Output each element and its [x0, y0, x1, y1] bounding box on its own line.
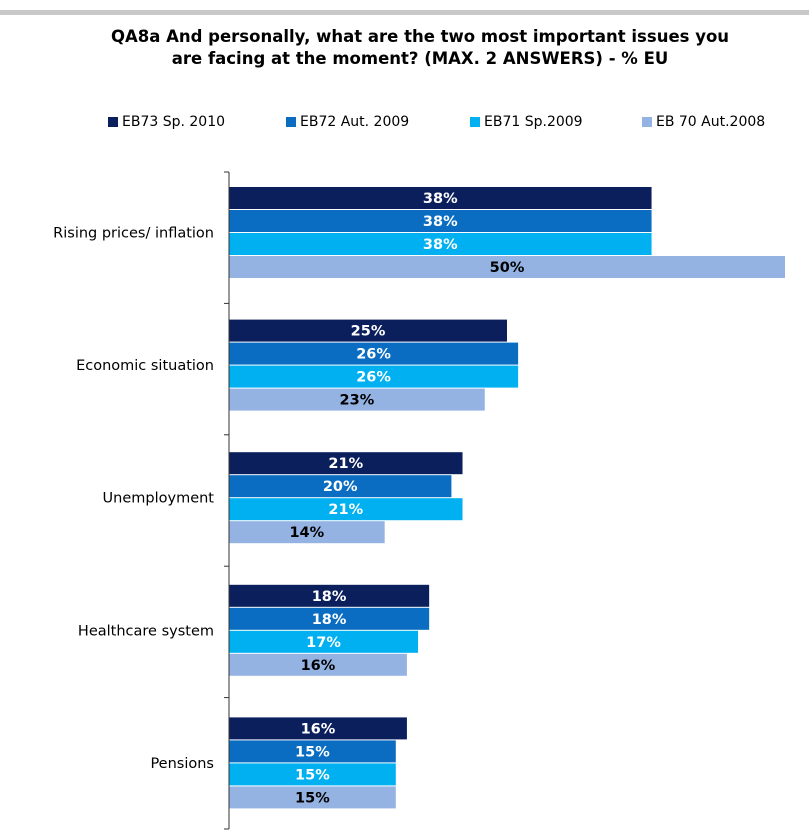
bar — [229, 521, 385, 544]
chart-legend: EB73 Sp. 2010 EB72 Aut. 2009 EB71 Sp.2009 E… — [0, 114, 809, 134]
bar — [229, 319, 507, 342]
bar — [229, 342, 519, 365]
bar-value-label: 38% — [423, 214, 458, 230]
bar — [229, 452, 463, 475]
legend-label: EB72 Aut. 2009 — [300, 114, 410, 130]
bar — [229, 210, 652, 232]
bar-value-label: 16% — [301, 721, 336, 737]
category-label: Rising prices/ inflation — [53, 226, 214, 242]
legend-item: EB72 Aut. 2009 — [286, 114, 409, 130]
legend-label: EB71 Sp.2009 — [484, 114, 583, 130]
bar-value-label: 15% — [295, 767, 330, 783]
bar — [229, 653, 407, 676]
bar-value-label: 20% — [323, 479, 358, 495]
bar-value-label: 17% — [306, 635, 341, 651]
bar — [229, 498, 463, 521]
bar-value-label: 38% — [423, 237, 458, 253]
bar-value-label: 26% — [356, 347, 391, 363]
bar — [229, 630, 419, 653]
category-label: Unemployment — [103, 491, 215, 507]
bar — [229, 607, 430, 630]
bar-value-label: 18% — [312, 612, 347, 628]
category-label: Economic situation — [76, 358, 214, 374]
legend-swatch — [108, 117, 118, 127]
bar — [229, 388, 485, 411]
bar-value-label: 25% — [351, 324, 386, 340]
bar — [229, 365, 519, 388]
chart-title-line-2: are facing at the moment? (MAX. 2 ANSWER… — [171, 49, 669, 68]
bar — [229, 717, 407, 740]
bar — [229, 256, 785, 278]
chart-title-line-1: QA8a And personally, what are the two mo… — [110, 27, 730, 46]
bar — [229, 740, 396, 763]
category-label: Pensions — [150, 756, 214, 772]
bar — [229, 187, 652, 209]
bar — [229, 786, 396, 809]
bar-value-label: 14% — [289, 525, 324, 541]
bar-value-label: 26% — [356, 370, 391, 386]
bar-value-label: 50% — [490, 260, 525, 276]
bar-value-label: 23% — [340, 393, 375, 409]
legend-swatch — [286, 117, 296, 127]
legend-item: EB 70 Aut.2008 — [642, 114, 765, 130]
bar-value-label: 38% — [423, 191, 458, 207]
bar-value-label: 21% — [328, 502, 363, 518]
bar-value-label: 15% — [295, 744, 330, 760]
bar — [229, 763, 396, 786]
legend-label: EB 70 Aut.2008 — [656, 114, 766, 130]
bar-value-label: 16% — [301, 658, 336, 674]
legend-swatch — [470, 117, 480, 127]
bar — [229, 233, 652, 255]
legend-swatch — [642, 117, 652, 127]
bar — [229, 475, 452, 498]
legend-item: EB71 Sp.2009 — [470, 114, 583, 130]
legend-item: EB73 Sp. 2010 — [108, 114, 225, 130]
bar — [229, 584, 430, 607]
bar-value-label: 21% — [328, 456, 363, 472]
top-divider — [0, 10, 809, 15]
chart-title: QA8a And personally, what are the two mo… — [40, 26, 800, 70]
bar-value-label: 15% — [295, 790, 330, 806]
legend-label: EB73 Sp. 2010 — [122, 114, 226, 130]
bar-value-label: 18% — [312, 589, 347, 605]
category-label: Healthcare system — [78, 623, 214, 639]
